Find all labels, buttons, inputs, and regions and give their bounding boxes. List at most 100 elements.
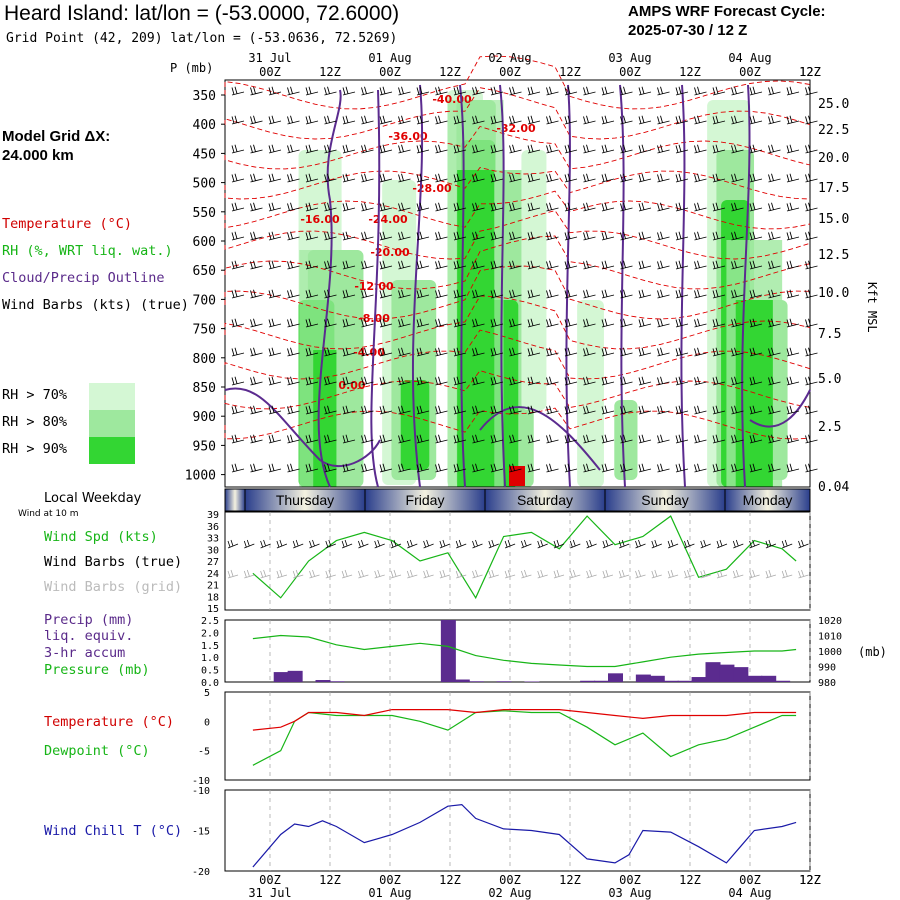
wind-barb	[268, 289, 282, 299]
surface-wind-barb	[276, 539, 288, 549]
wind-barb	[361, 376, 374, 386]
top-time-tick: 12Z	[799, 65, 821, 79]
pressure-line	[252, 634, 797, 668]
temperature-tick: -5	[198, 747, 210, 758]
wind-barb	[583, 318, 596, 328]
weekday-label-saturday: Saturday	[517, 492, 573, 508]
wind-barb	[453, 86, 467, 96]
wind-barb	[472, 173, 485, 183]
wind-barb	[268, 202, 282, 212]
grid-wind-barb	[651, 569, 662, 579]
wind-barb	[250, 347, 263, 357]
wind-barb	[453, 144, 467, 154]
cloud-outline-0	[317, 89, 342, 488]
wind-barb	[453, 376, 467, 386]
wind-barb	[731, 202, 744, 212]
wind-barb	[342, 86, 356, 96]
wind-barb	[620, 289, 633, 299]
wind-barb	[490, 434, 504, 444]
wind-barb	[361, 144, 374, 154]
wind-barb	[287, 115, 300, 125]
weekday-cell-0	[224, 488, 246, 512]
wind-barb	[786, 347, 800, 357]
wind-barb	[324, 405, 337, 415]
wind-barb	[601, 463, 615, 473]
precip-label: Precip (mm)	[44, 612, 134, 628]
wind-barb	[416, 231, 430, 241]
wind-barb	[601, 173, 615, 183]
wind-barb	[749, 260, 763, 270]
wind-barb	[305, 231, 319, 241]
wind-barb	[231, 86, 245, 96]
wind-barb	[324, 202, 337, 212]
wind-barb	[564, 86, 578, 96]
precip-bar	[635, 674, 651, 682]
wind-barb	[453, 405, 467, 415]
wind-barb	[657, 318, 670, 328]
wind-barb	[527, 115, 541, 125]
wind-barb	[287, 318, 300, 328]
wind-barb	[379, 405, 393, 415]
wind-barb	[694, 260, 707, 270]
bottom-date-label: 31 Jul	[248, 886, 291, 900]
height-tick: 7.5	[818, 327, 841, 342]
wind-speed-tick: 24	[207, 569, 219, 580]
precip-bar	[677, 680, 693, 682]
wind-barb	[620, 260, 633, 270]
weekday-label-monday: Monday	[743, 492, 793, 508]
wind-chill-label: Wind Chill T (°C)	[44, 823, 183, 839]
wind-speed-tick: 27	[207, 557, 219, 568]
wind-barb	[527, 173, 541, 183]
wind-barb	[509, 289, 522, 299]
wind-barb	[712, 405, 726, 415]
wind-barb	[675, 289, 689, 299]
bottom-time-tick-end: 12Z	[799, 873, 821, 887]
wind-barb	[620, 405, 633, 415]
wind-barb	[786, 376, 800, 386]
wind-barb	[786, 202, 800, 212]
wind-barb	[749, 231, 763, 241]
pressure-tick: 900	[193, 410, 216, 425]
windchill-panel-frame	[224, 789, 811, 872]
liq-equiv-label: liq. equiv.	[44, 628, 134, 644]
wind-barb	[250, 173, 263, 183]
wind-barb	[675, 231, 689, 241]
wind-barb	[527, 405, 541, 415]
wind-barb	[805, 405, 818, 415]
model-grid-dx: Model Grid ΔX:	[2, 128, 111, 145]
rh-swatch-70	[89, 383, 135, 410]
wind-speed-tick: 21	[207, 581, 219, 592]
wind-barb	[712, 318, 726, 328]
dewpoint-label: Dewpoint (°C)	[44, 743, 150, 759]
cloud-outline-3	[459, 84, 466, 488]
wind-barb	[509, 144, 522, 154]
precip-marker	[509, 466, 525, 486]
wind-barb	[786, 231, 800, 241]
precip-bar	[273, 672, 289, 682]
wind-barb	[583, 463, 596, 473]
surface-wind-barb	[521, 539, 532, 549]
wind-barb	[416, 347, 430, 357]
wind-barb	[527, 347, 541, 357]
wind-barb	[638, 115, 652, 125]
temperature-label-9: -4.00	[353, 346, 385, 359]
wind-barb	[546, 86, 559, 96]
wind-barb	[435, 347, 448, 357]
surface-wind-barb	[553, 539, 565, 549]
rh-region-11	[521, 150, 547, 410]
bottom-time-tick: 00Z	[499, 873, 521, 887]
wind-barb	[601, 347, 615, 357]
wind-barb	[287, 202, 300, 212]
wind-barb	[712, 260, 726, 270]
wind-barb	[731, 115, 744, 125]
wind-barb	[712, 115, 726, 125]
rh-swatch-90	[89, 437, 135, 464]
wind-speed-tick: 36	[207, 522, 219, 533]
wind-barb	[638, 289, 652, 299]
wind-barb	[583, 405, 596, 415]
wind-barb	[546, 202, 559, 212]
wind-barb	[638, 260, 652, 270]
top-time-tick: 00Z	[259, 65, 281, 79]
legend-rh: RH (%, WRT liq. wat.)	[2, 243, 173, 259]
wind-barb	[805, 173, 818, 183]
